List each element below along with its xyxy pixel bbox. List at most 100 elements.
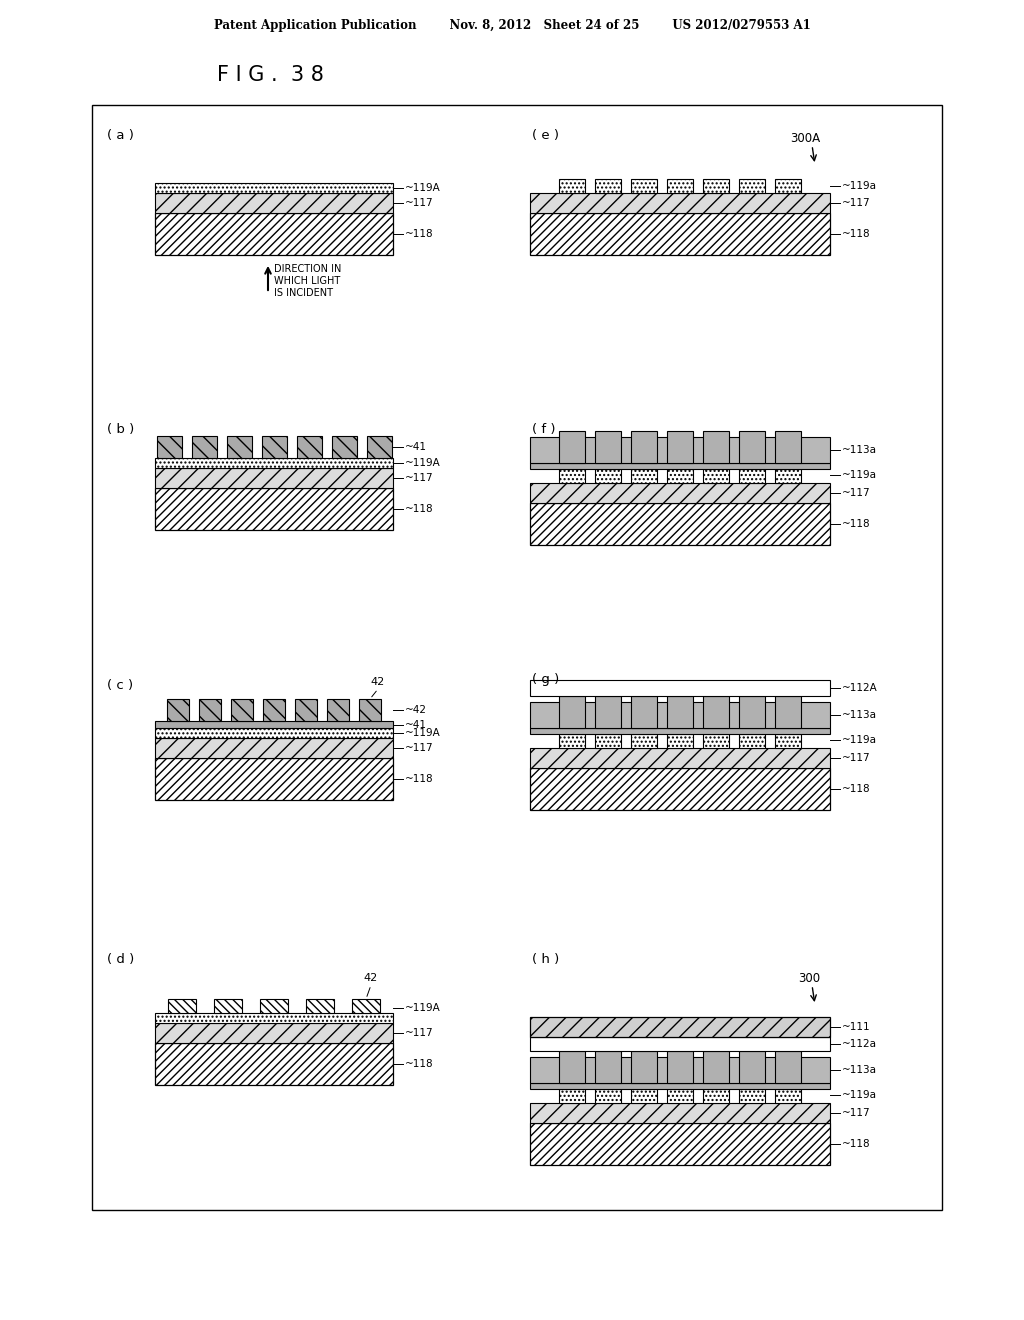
Bar — [775, 696, 801, 729]
Bar — [595, 1089, 621, 1104]
Bar — [595, 734, 621, 748]
Text: ~117: ~117 — [406, 473, 433, 483]
Bar — [703, 180, 729, 193]
Bar — [631, 1051, 657, 1082]
Text: ( g ): ( g ) — [532, 673, 559, 686]
Text: ~117: ~117 — [406, 1028, 433, 1038]
Bar — [667, 734, 693, 748]
Text: ~117: ~117 — [842, 1107, 870, 1118]
Bar — [667, 696, 693, 729]
Bar — [367, 436, 391, 458]
Bar — [530, 729, 830, 734]
Text: ( e ): ( e ) — [532, 128, 559, 141]
Bar — [559, 469, 585, 483]
Bar — [306, 999, 334, 1012]
Bar — [155, 469, 393, 488]
Bar — [157, 436, 181, 458]
Bar — [595, 432, 621, 463]
Text: ( c ): ( c ) — [106, 678, 133, 692]
Bar — [530, 1104, 830, 1123]
Text: ~118: ~118 — [842, 1139, 870, 1148]
Bar — [703, 696, 729, 729]
Text: F I G .  3 8: F I G . 3 8 — [216, 65, 324, 84]
Bar — [327, 700, 349, 721]
Bar — [530, 213, 830, 255]
Bar — [359, 700, 381, 721]
Text: ~41: ~41 — [406, 719, 427, 730]
Bar — [775, 1051, 801, 1082]
Bar — [739, 1089, 765, 1104]
Text: ~111: ~111 — [842, 1022, 870, 1032]
Text: 300: 300 — [798, 973, 820, 986]
Bar — [155, 193, 393, 213]
Text: ~119A: ~119A — [406, 1003, 440, 1012]
Bar — [667, 469, 693, 483]
Text: ~113a: ~113a — [842, 445, 877, 455]
Text: ~117: ~117 — [406, 198, 433, 209]
Bar — [191, 436, 216, 458]
Bar — [775, 469, 801, 483]
Bar — [530, 1057, 830, 1082]
Bar — [530, 1016, 830, 1038]
Bar — [530, 437, 830, 463]
Text: ~119A: ~119A — [406, 183, 440, 193]
Text: 42: 42 — [364, 973, 378, 983]
Text: ~117: ~117 — [406, 743, 433, 752]
Bar — [295, 700, 317, 721]
Bar — [739, 734, 765, 748]
Bar — [631, 432, 657, 463]
Bar — [703, 1089, 729, 1104]
Bar — [595, 180, 621, 193]
Bar — [92, 106, 942, 1210]
Bar — [530, 748, 830, 768]
Bar — [155, 729, 393, 738]
Bar — [739, 180, 765, 193]
Text: ~117: ~117 — [842, 488, 870, 498]
Text: ( f ): ( f ) — [532, 424, 555, 437]
Bar — [595, 1051, 621, 1082]
Text: ( b ): ( b ) — [106, 424, 134, 437]
Bar — [155, 458, 393, 469]
Bar — [530, 483, 830, 503]
Text: ~41: ~41 — [406, 442, 427, 451]
Bar — [775, 432, 801, 463]
Text: ~118: ~118 — [406, 504, 433, 513]
Text: ~117: ~117 — [842, 752, 870, 763]
Bar — [155, 1043, 393, 1085]
Text: ~113a: ~113a — [842, 1065, 877, 1074]
Bar — [352, 999, 380, 1012]
Text: ~119A: ~119A — [406, 729, 440, 738]
Bar — [559, 734, 585, 748]
Bar — [530, 503, 830, 545]
Bar — [631, 469, 657, 483]
Text: ( d ): ( d ) — [106, 953, 134, 966]
Bar — [559, 432, 585, 463]
Bar — [530, 680, 830, 696]
Text: ( a ): ( a ) — [106, 128, 134, 141]
Bar — [703, 1051, 729, 1082]
Bar — [631, 180, 657, 193]
Bar — [155, 1012, 393, 1023]
Text: Patent Application Publication        Nov. 8, 2012   Sheet 24 of 25        US 20: Patent Application Publication Nov. 8, 2… — [214, 18, 810, 32]
Bar — [595, 469, 621, 483]
Text: ~118: ~118 — [406, 1059, 433, 1069]
Bar — [155, 758, 393, 800]
Bar — [775, 734, 801, 748]
Bar — [168, 999, 196, 1012]
Bar — [559, 696, 585, 729]
Bar — [155, 183, 393, 193]
Text: ~119a: ~119a — [842, 181, 877, 191]
Bar — [631, 696, 657, 729]
Bar — [703, 469, 729, 483]
Bar — [739, 696, 765, 729]
Bar — [739, 1051, 765, 1082]
Bar — [631, 1089, 657, 1104]
Bar — [667, 432, 693, 463]
Bar — [559, 1051, 585, 1082]
Bar — [231, 700, 253, 721]
Bar — [214, 999, 242, 1012]
Text: ( h ): ( h ) — [532, 953, 559, 966]
Bar — [530, 463, 830, 469]
Text: ~112a: ~112a — [842, 1039, 877, 1049]
Bar — [739, 432, 765, 463]
